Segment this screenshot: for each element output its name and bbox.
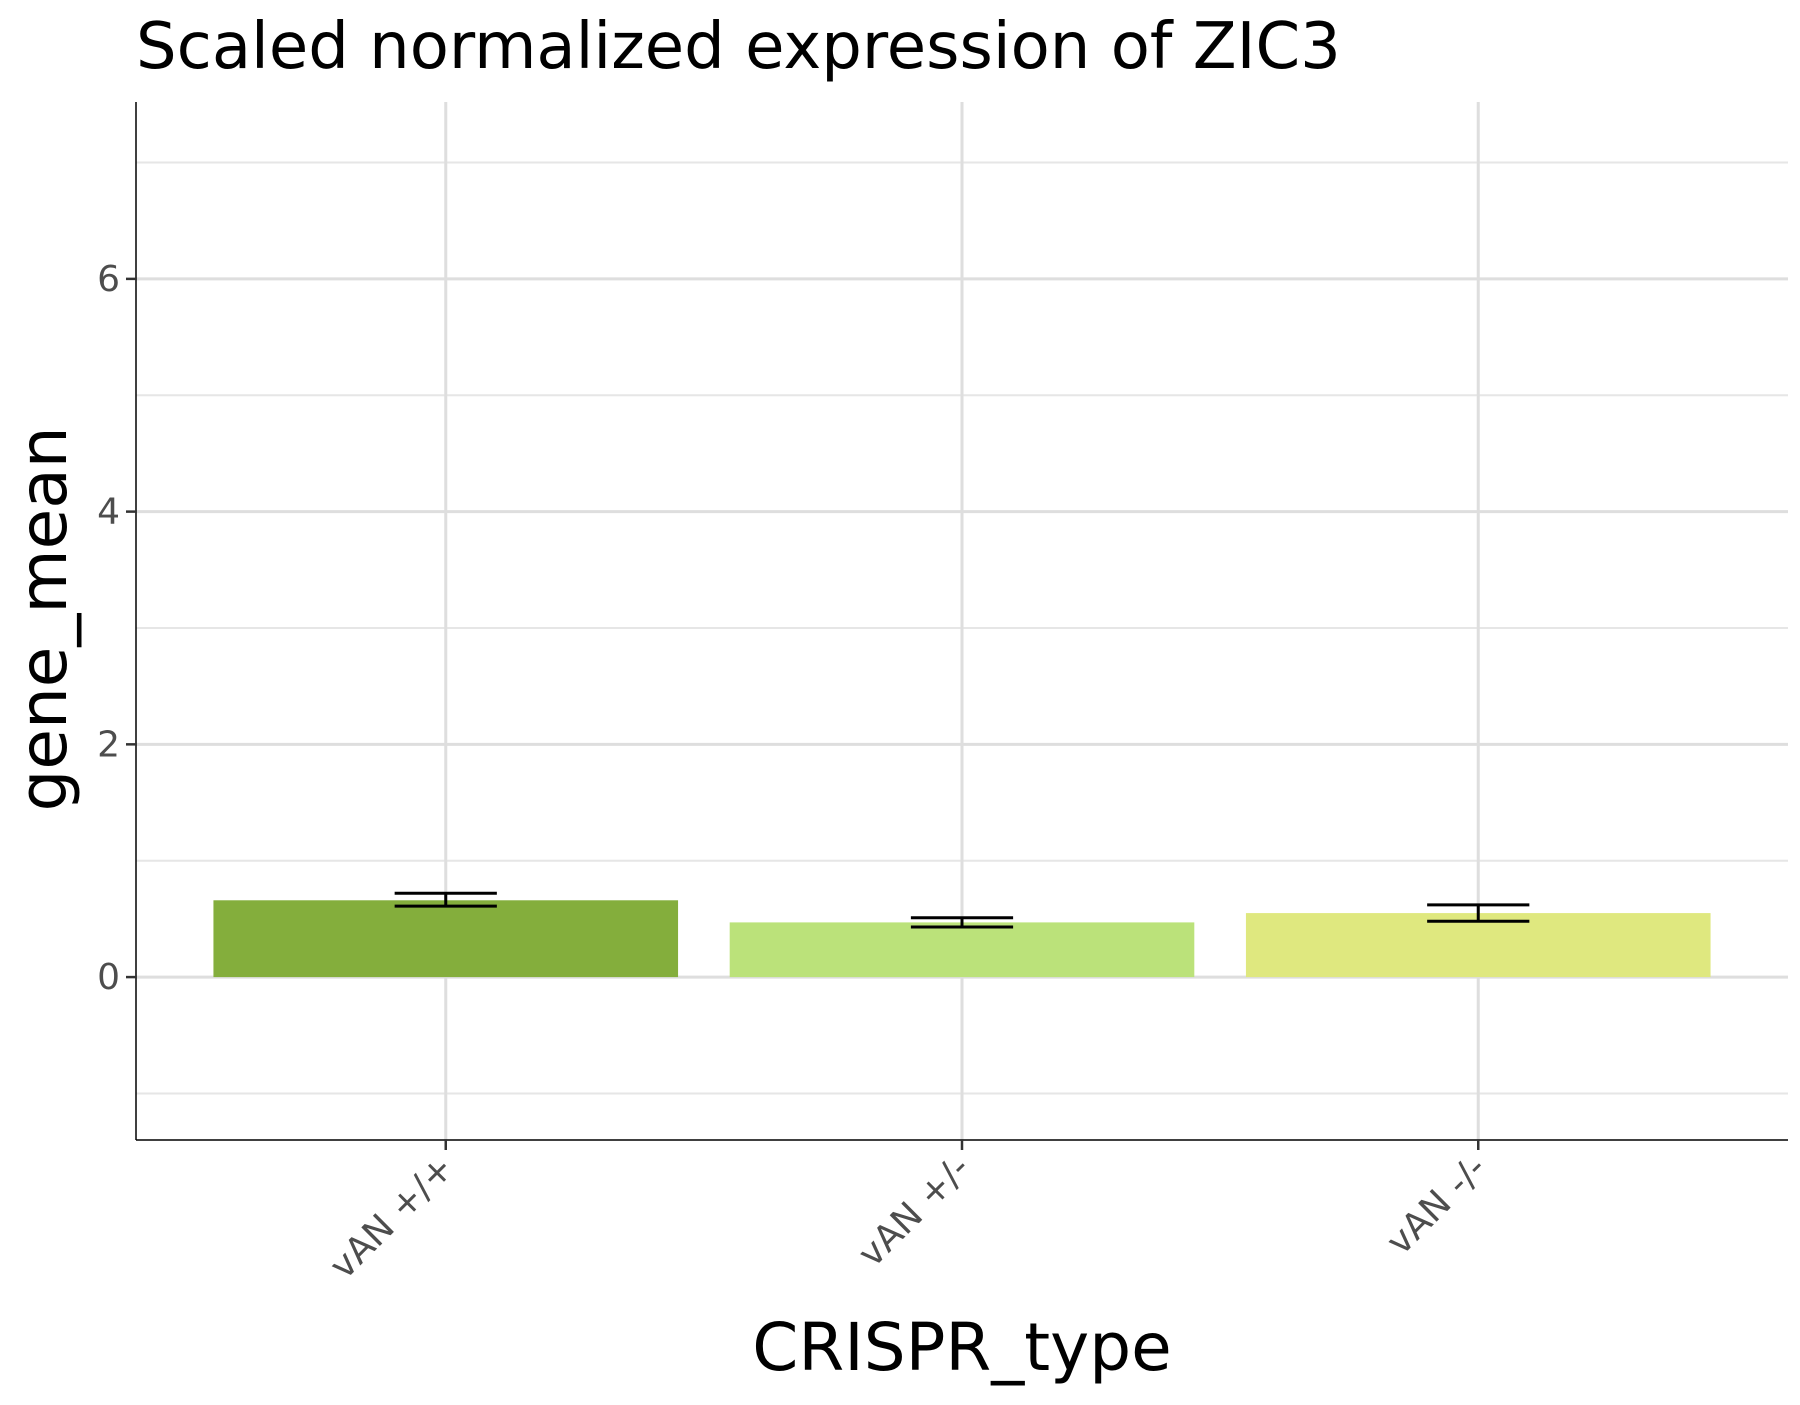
errorbar-layer: [394, 891, 1530, 929]
y-tick-label: 2: [97, 724, 120, 765]
bar: [213, 900, 679, 978]
bar: [1245, 913, 1711, 978]
x-tick-label: vAN +/+: [322, 1147, 462, 1287]
y-tick-label: 6: [97, 259, 120, 300]
x-tick-label: vAN -/-: [1379, 1147, 1495, 1263]
axis-layer: [126, 102, 1788, 1150]
y-tick-label: 0: [97, 957, 120, 998]
y-tick-label: 4: [97, 492, 120, 533]
chart-title: Scaled normalized expression of ZIC3: [136, 10, 1341, 84]
label-layer: 0 2 4 6 vAN +/+ vAN +/- vAN -/-: [97, 259, 1495, 1287]
grid-layer: [136, 102, 1788, 1140]
x-tick-label: vAN +/-: [851, 1147, 979, 1275]
bar: [729, 922, 1195, 978]
x-axis-title: CRISPR_type: [752, 1309, 1171, 1386]
y-axis-title: gene_mean: [5, 426, 82, 811]
bar-layer: [213, 900, 1711, 978]
